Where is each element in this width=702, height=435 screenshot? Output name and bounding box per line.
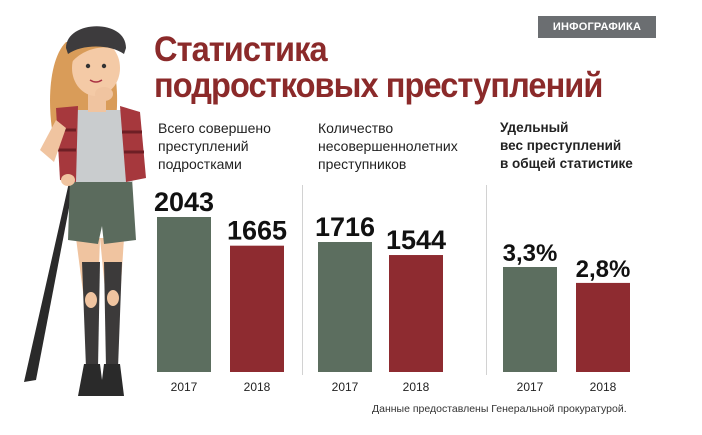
bar-value-label: 1544: [386, 225, 446, 255]
bar-2-2017: [318, 242, 372, 372]
bar-3-2018: [576, 282, 630, 372]
bar-value-label: 2,8%: [576, 256, 631, 283]
year-tick-label: 2018: [403, 380, 430, 394]
bar-value-label: 1665: [227, 216, 287, 246]
panel-label-2: Количество несовершеннолетних преступник…: [318, 119, 458, 173]
source-note: Данные предоставлены Генеральной прокура…: [372, 403, 627, 415]
panel-label-3-line-3: в общей статистике: [500, 156, 633, 171]
bar-value-label: 2043: [154, 187, 214, 217]
page-title: Статистика подростковых преступлений: [154, 30, 603, 105]
panel-label-2-line-2: несовершеннолетних: [318, 138, 458, 154]
bar-1-2018: [230, 245, 284, 372]
year-tick-label: 2017: [517, 380, 544, 394]
beanie-hat: [66, 26, 126, 54]
panel-label-3-line-1: Удельный: [500, 120, 569, 135]
panel-label-1-line-2: преступлений: [158, 138, 249, 154]
panel-label-3-line-2: вес преступлений: [500, 138, 622, 153]
panel-label-2-line-1: Количество: [318, 120, 394, 136]
bar-3-2017: [503, 267, 557, 372]
bar-value-label: 3,3%: [503, 240, 558, 267]
title-line-1: Статистика: [154, 30, 328, 69]
bar-value-label: 1716: [315, 212, 375, 242]
panel-label-2-line-3: преступников: [318, 156, 407, 172]
infographic-badge: ИНФОГРАФИКА «СБ»: [538, 16, 656, 55]
baseball-bat: [24, 178, 74, 382]
panel-separator: [302, 185, 303, 375]
bar-1-2017: [157, 217, 211, 372]
bar-2-2018: [389, 255, 443, 372]
panel-label-1-line-1: Всего совершено: [158, 120, 271, 136]
panel-label-1-line-3: подростками: [158, 156, 242, 172]
panel-label-1: Всего совершено преступлений подростками: [158, 119, 271, 173]
girl-illustration: [24, 26, 146, 396]
year-tick-label: 2017: [332, 380, 359, 394]
year-tick-label: 2017: [171, 380, 198, 394]
panel-separator: [486, 185, 487, 375]
year-tick-label: 2018: [244, 380, 271, 394]
year-tick-label: 2018: [590, 380, 617, 394]
title-line-2: подростковых преступлений: [154, 66, 603, 105]
panel-label-3: Удельный вес преступлений в общей статис…: [500, 119, 633, 173]
